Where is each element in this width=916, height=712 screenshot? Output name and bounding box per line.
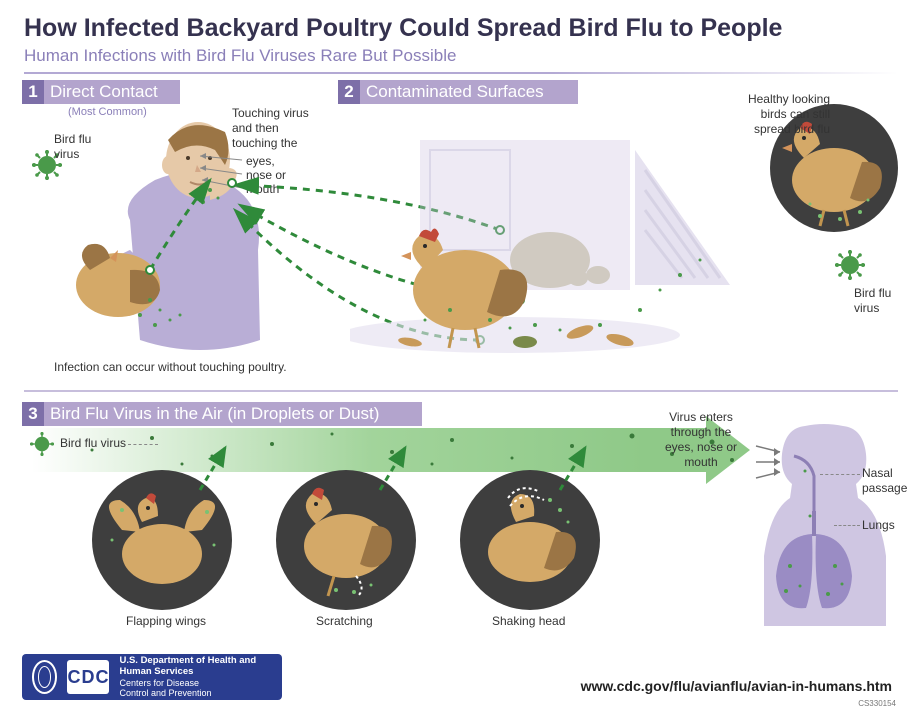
section-1-number: 1 [22,80,44,104]
section-3-label: Bird Flu Virus in the Air (in Droplets o… [50,404,379,424]
section-2-header: 2 Contaminated Surfaces [338,80,578,104]
page-subtitle: Human Infections with Bird Flu Viruses R… [24,46,456,66]
label-enters: Virus enters through the eyes, nose or m… [656,410,746,470]
leader-line [820,474,860,475]
cdc-badge: CDC U.S. Department of Health and Human … [22,654,282,700]
label-healthy-birds: Healthy looking birds can still spread b… [730,92,830,137]
coop-illustration [350,110,770,370]
hhs-seal-icon [32,660,57,694]
footer-csnum: CS330154 [858,699,896,708]
virus-icon [30,432,54,456]
cdc-text: U.S. Department of Health and Human Serv… [119,656,272,699]
cdc-logo: CDC [67,660,109,694]
cdc-line2: Control and Prevention [119,688,272,698]
virus-icon [835,250,865,280]
label-no-touch: Infection can occur without touching pou… [54,360,287,375]
section-3-header: 3 Bird Flu Virus in the Air (in Droplets… [22,402,422,426]
section-2-label: Contaminated Surfaces [366,82,544,102]
airborne-up-arrows [90,440,610,500]
label-lungs: Lungs [862,518,895,533]
label-scratching: Scratching [316,614,373,629]
section-3-number: 3 [22,402,44,426]
label-flapping: Flapping wings [126,614,206,629]
cdc-line1: Centers for Disease [119,678,272,688]
leader-line [834,525,860,526]
page-title: How Infected Backyard Poultry Could Spre… [24,14,782,43]
divider-mid [24,390,898,392]
label-bird-flu-virus-1: Bird flu virus [54,132,104,162]
divider-top [24,72,898,74]
section-2-number: 2 [338,80,360,104]
label-bird-flu-virus-2: Bird flu virus [854,286,904,316]
label-touching: Touching virus and then touching the [232,106,327,151]
footer-url: www.cdc.gov/flu/avianflu/avian-in-humans… [581,678,892,694]
label-shaking: Shaking head [492,614,565,629]
section-1-label: Direct Contact [50,82,158,102]
cdc-dept: U.S. Department of Health and Human Serv… [119,656,272,678]
label-nasal: Nasal passage [862,466,912,496]
section-1-header: 1 Direct Contact [22,80,180,104]
